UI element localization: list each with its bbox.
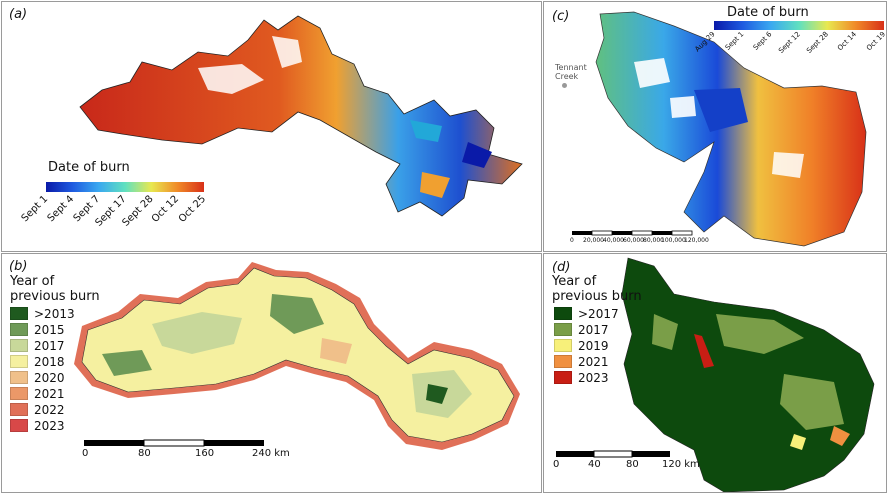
panel-a-burn-date-map: (a) Date of burn Sept 1 Sept 4 Sept 7 Sept … [1, 1, 542, 252]
legend-item-b-4: 2020 [10, 370, 75, 385]
panel-b-previous-burn-map: (b) Year of previous burn >2013 2015 2017 2… [1, 253, 542, 493]
legend-swatch [10, 323, 28, 336]
legend-label: 2017 [578, 322, 609, 337]
panel-c-scale-label-2: 40,000 [603, 237, 624, 244]
legend-swatch [554, 307, 572, 320]
panel-b-scale-label-1: 80 [138, 448, 151, 459]
panel-c-scale-label-5: 100,000 [661, 237, 686, 244]
panel-d-fire-shape [621, 257, 875, 492]
panel-c-colorbar [714, 21, 884, 30]
panel-c-scale-label-6: 120,000 [684, 237, 709, 244]
panel-d-legend-title-line2: previous burn [552, 289, 642, 304]
panel-c-scale-label-1: 20,000 [583, 237, 604, 244]
legend-item-b-1: 2015 [10, 322, 75, 337]
panel-d-scale-label-0: 0 [553, 459, 560, 470]
panel-d-label: (d) [552, 260, 571, 275]
legend-swatch [10, 371, 28, 384]
legend-label: >2017 [578, 306, 619, 321]
panel-b-scale-label-3: 240 km [252, 448, 290, 459]
panel-a-fire-shape [79, 15, 523, 217]
panel-b-legend-list: >2013 2015 2017 2018 2020 2021 2022 2023 [10, 306, 75, 434]
panel-b-scale-bar [84, 439, 264, 447]
panel-c-scale-label-0: 0 [570, 237, 574, 244]
town-label-tennant-creek: Tennant Creek [555, 63, 587, 81]
panel-d-legend-list: >2017 2017 2019 2021 2023 [554, 306, 619, 386]
panel-c-fire-shape [595, 11, 867, 247]
panel-c-scale-bar [572, 230, 693, 236]
panel-b-label: (b) [9, 259, 28, 274]
legend-label: 2022 [34, 402, 65, 417]
legend-label: 2020 [34, 370, 65, 385]
panel-d-scale-label-1: 40 [588, 459, 601, 470]
legend-item-d-3: 2021 [554, 354, 619, 369]
legend-item-b-5: 2021 [10, 386, 75, 401]
legend-label: 2015 [34, 322, 65, 337]
panel-d-legend-title-line1: Year of [552, 274, 597, 289]
panel-c-scale-label-4: 80,000 [643, 237, 664, 244]
panel-b-legend-title-line2: previous burn [10, 289, 100, 304]
panel-b-fire-shape [74, 262, 520, 450]
legend-label: 2017 [34, 338, 65, 353]
legend-item-b-0: >2013 [10, 306, 75, 321]
legend-swatch [554, 323, 572, 336]
panel-d-scale-label-2: 80 [626, 459, 639, 470]
panel-d-scale-label-3: 120 km [662, 459, 700, 470]
panel-a-legend-title: Date of burn [48, 160, 130, 175]
legend-item-b-3: 2018 [10, 354, 75, 369]
panel-a-label: (a) [9, 7, 28, 22]
legend-item-b-7: 2023 [10, 418, 75, 433]
legend-label: 2018 [34, 354, 65, 369]
panel-d-legend-title: Year of previous burn [552, 274, 642, 304]
legend-swatch [10, 339, 28, 352]
legend-swatch [10, 403, 28, 416]
panel-c-scale-label-3: 60,000 [623, 237, 644, 244]
panel-d-scale-bar [556, 450, 670, 458]
legend-label: 2021 [34, 386, 65, 401]
legend-label: 2023 [578, 370, 609, 385]
panel-b-legend-title: Year of previous burn [10, 274, 100, 304]
panel-a-colorbar [46, 182, 204, 192]
panel-b-scale-label-0: 0 [82, 448, 89, 459]
legend-swatch [10, 307, 28, 320]
town-marker-icon [562, 83, 567, 88]
panel-c-burn-date-map: (c) Date of burn Aug 29 Sept 1 Sept 6 Sept … [543, 1, 887, 252]
legend-swatch [10, 419, 28, 432]
legend-item-b-2: 2017 [10, 338, 75, 353]
legend-item-d-1: 2017 [554, 322, 619, 337]
legend-label: 2023 [34, 418, 65, 433]
legend-item-d-4: 2023 [554, 370, 619, 385]
panel-b-scale-label-2: 160 [195, 448, 215, 459]
legend-label: >2013 [34, 306, 75, 321]
legend-item-d-0: >2017 [554, 306, 619, 321]
panel-c-legend-title: Date of burn [727, 5, 809, 20]
legend-label: 2021 [578, 354, 609, 369]
panel-a-colorbar-ticks: Sept 1 Sept 4 Sept 7 Sept 17 Sept 28 Oct 12 Oc… [2, 2, 541, 229]
legend-label: 2019 [578, 338, 609, 353]
panel-d-previous-burn-map: (d) Year of previous burn >2017 2017 2019 2… [543, 253, 887, 493]
legend-swatch [554, 355, 572, 368]
town-label-line2: Creek [555, 72, 579, 81]
legend-item-d-2: 2019 [554, 338, 619, 353]
town-label-line1: Tennant [555, 63, 587, 72]
legend-swatch [554, 339, 572, 352]
legend-item-b-6: 2022 [10, 402, 75, 417]
panel-b-legend-title-line1: Year of [10, 274, 55, 289]
legend-swatch [10, 387, 28, 400]
legend-swatch [554, 371, 572, 384]
panel-c-label: (c) [552, 9, 570, 24]
legend-swatch [10, 355, 28, 368]
